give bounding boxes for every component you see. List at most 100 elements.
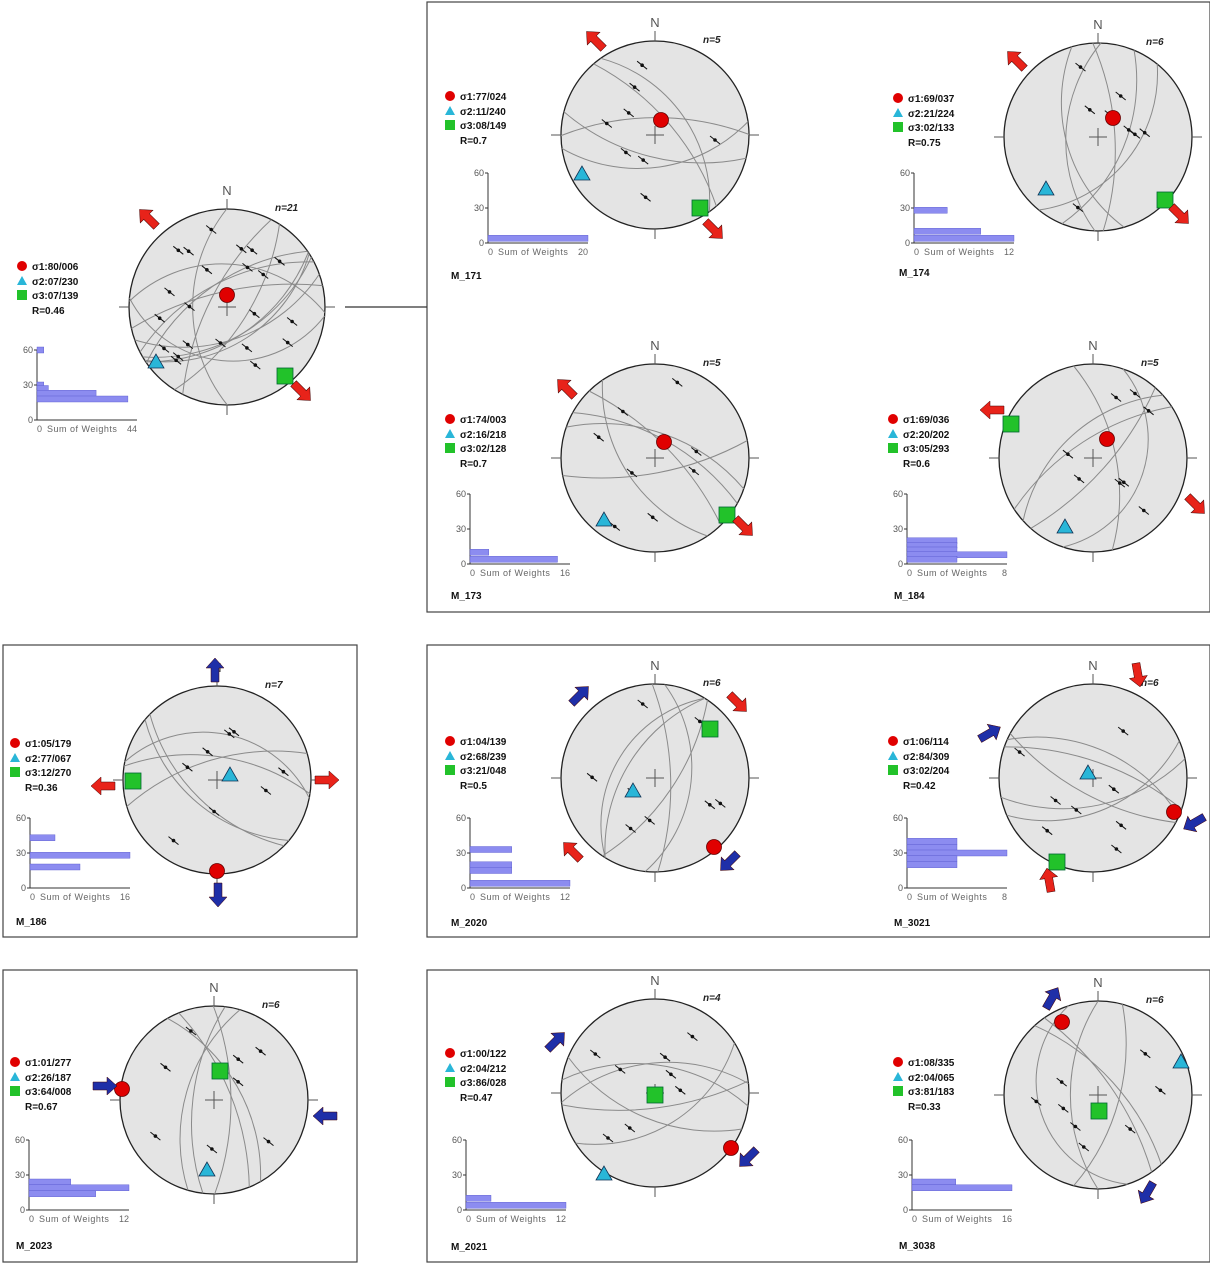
sigma2-marker (1172, 1053, 1190, 1069)
slip-line (1143, 406, 1154, 416)
hist-max-label: 12 (119, 1214, 129, 1224)
extension-arrow (1128, 662, 1148, 688)
site-label: M_3038 (899, 1241, 936, 1252)
compression-arrow (720, 850, 741, 871)
panel-M_combined: Nn=21 σ1:80/006 σ2:07/230 σ3:07/139 R=0.46 0 3… (17, 183, 335, 434)
hist-zero-label: 0 (470, 892, 475, 902)
extension-arrow (732, 515, 753, 536)
panels: Nn=21 σ1:80/006 σ2:07/230 σ3:07/139 R=0.46 0 3… (10, 15, 1207, 1253)
slip-line (232, 1054, 244, 1064)
sigma3-marker (701, 720, 719, 738)
legend-sigma3-text: σ3:21/048 (460, 766, 507, 777)
great-circle (561, 121, 749, 170)
hist-tick-label: 30 (900, 203, 910, 213)
hist-tick-label: 60 (16, 813, 26, 823)
legend-sigma1-icon (445, 1048, 455, 1058)
hist-x-label: Sum of Weights (40, 892, 110, 902)
slip-line (1014, 747, 1025, 757)
sigma2-marker (1079, 764, 1097, 780)
legend-sigma3-icon (893, 1086, 903, 1096)
great-circle (566, 423, 745, 490)
slip-line (636, 60, 648, 70)
hist-zero-label: 0 (907, 892, 912, 902)
sigma1-marker (706, 839, 722, 855)
hist-x-label: Sum of Weights (47, 424, 117, 434)
sample-count: n=6 (1146, 37, 1164, 48)
great-circle (651, 683, 672, 873)
compression-arrow (208, 882, 228, 908)
slip-line (1115, 91, 1127, 101)
hist-tick-label: 0 (898, 883, 903, 893)
great-circle (212, 1005, 232, 1195)
hist-tick-label: 30 (474, 203, 484, 213)
slip-line (182, 340, 194, 349)
hist-tick-label: 0 (457, 1205, 462, 1215)
legend-sigma2-text: σ2:77/067 (25, 754, 72, 765)
hist-bar (906, 855, 958, 862)
great-circle (167, 1017, 262, 1182)
panel-M_171: Nn=5 σ1:77/024 σ2:11/240 σ3:08/149 R=0.7 0 30 6… (445, 15, 759, 282)
great-circle (1073, 1004, 1127, 1187)
sample-count: n=21 (275, 203, 299, 214)
compression-arrow (568, 686, 589, 707)
legend-sigma2-icon (10, 753, 20, 762)
great-circle (123, 754, 311, 795)
great-circle (601, 379, 708, 537)
legend-sigma2-icon (893, 1072, 903, 1081)
hist-max-label: 12 (560, 892, 570, 902)
great-circle (179, 1009, 241, 1191)
sigma2-marker (221, 766, 239, 782)
slip-line (185, 1026, 197, 1036)
slip-line (172, 352, 184, 361)
site-label: M_3021 (894, 918, 931, 929)
legend-sigma1-text: σ1:06/114 (903, 737, 949, 748)
slip-line (1041, 826, 1053, 836)
hist-bar (913, 235, 1015, 242)
slip-line (1111, 844, 1122, 854)
sigma1-marker (1105, 110, 1121, 126)
slip-line (235, 244, 247, 254)
slip-line (1050, 796, 1061, 805)
hist-max-label: 16 (560, 568, 570, 578)
slip-line (1084, 105, 1096, 115)
hist-bar (28, 1178, 71, 1186)
legend-sigma2-icon (445, 429, 455, 438)
slip-line (1139, 1049, 1151, 1059)
slip-line (674, 1085, 686, 1095)
legend-sigma3-icon (445, 765, 455, 775)
north-label: N (650, 15, 659, 30)
legend-sigma1-text: σ1:80/006 (32, 262, 79, 273)
hist-tick-label: 60 (474, 168, 484, 178)
slip-line (688, 466, 700, 476)
slip-line (246, 245, 258, 255)
slip-line (665, 1069, 677, 1079)
sample-count: n=5 (703, 35, 721, 46)
hist-tick-label: 60 (456, 489, 466, 499)
legend-sigma1-text: σ1:01/277 (25, 1058, 72, 1069)
legend-sigma3-text: σ3:07/139 (32, 291, 79, 302)
sample-count: n=5 (703, 358, 721, 369)
slip-line (609, 522, 621, 531)
sigma1-marker (723, 1140, 739, 1156)
legend-sigma2-text: σ2:04/212 (460, 1064, 507, 1075)
extension-arrow (90, 776, 116, 796)
compression-arrow (205, 657, 225, 683)
legend-sigma2-text: σ2:68/239 (460, 752, 507, 763)
slip-line (154, 313, 166, 323)
legend-sigma3-icon (445, 443, 455, 453)
hist-bar (29, 863, 81, 871)
slip-line (659, 1052, 671, 1062)
slip-line (1118, 477, 1130, 487)
slip-line (625, 824, 636, 833)
hist-x-label: Sum of Weights (480, 892, 550, 902)
r-ratio: R=0.5 (460, 781, 487, 792)
panel-M_3038: Nn=6 σ1:08/335 σ2:04/065 σ3:81/183 R=0.33 0 30… (893, 975, 1202, 1252)
slip-line (1072, 203, 1084, 212)
legend-sigma1-icon (10, 738, 20, 748)
slip-line (647, 512, 659, 522)
slip-line (202, 747, 213, 757)
slip-line (623, 108, 635, 118)
hist-bar (28, 1190, 96, 1197)
extension-arrow (586, 31, 607, 52)
